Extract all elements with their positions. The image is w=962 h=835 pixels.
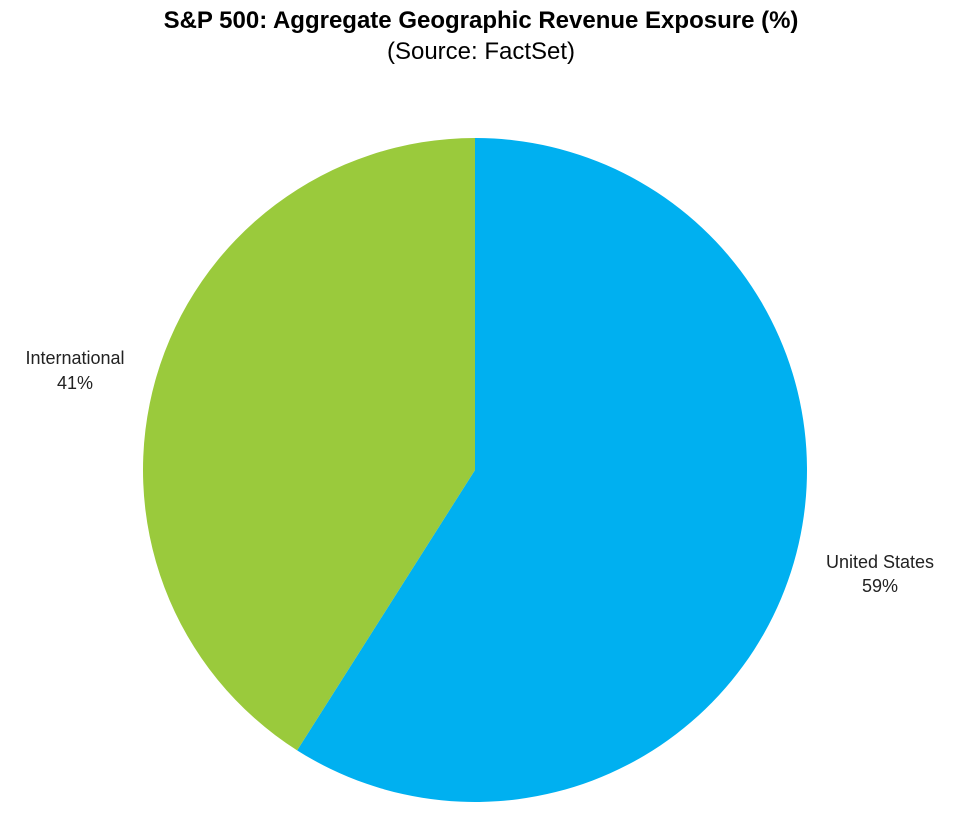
pie-slice-united-states bbox=[297, 138, 808, 802]
pie-labels: United States 59% International 41% bbox=[25, 348, 934, 596]
slice-label-international-value: 41% bbox=[57, 373, 93, 393]
chart-subtitle: (Source: FactSet) bbox=[386, 38, 576, 65]
pie-slice-international bbox=[143, 138, 476, 751]
slice-label-united-states-value: 59% bbox=[862, 576, 898, 596]
slice-label-united-states-name: United States bbox=[826, 552, 934, 572]
pie-slices bbox=[143, 138, 808, 802]
slice-label-international-name: International bbox=[25, 348, 124, 368]
chart-title: S&P 500: Aggregate Geographic Revenue Ex… bbox=[163, 7, 799, 34]
